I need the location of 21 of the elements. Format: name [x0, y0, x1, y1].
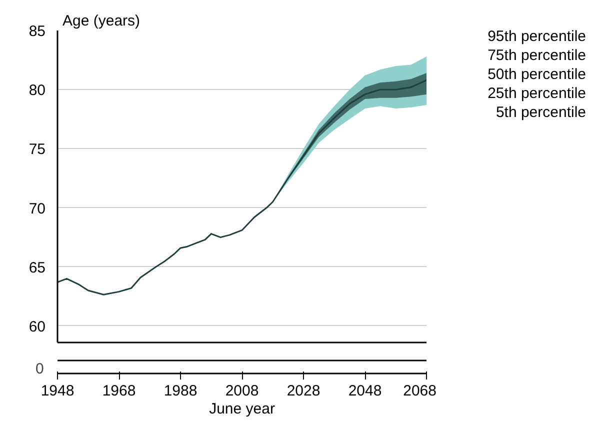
y-tick-label: 60 — [28, 318, 46, 336]
x-tick-label: 2028 — [286, 382, 320, 400]
y-tick-label: 80 — [28, 82, 46, 100]
y-axis-title: Age (years) — [62, 12, 140, 30]
text: 50th percentile — [488, 66, 586, 83]
y-tick-label: 65 — [28, 259, 46, 276]
text: 75th percentile — [488, 47, 586, 64]
x-tick-label: 1988 — [164, 382, 198, 400]
y-tick-label: 75 — [28, 141, 46, 158]
y-tick-label: 85 — [28, 23, 46, 40]
x-tick-label: 2068 — [403, 382, 437, 400]
x-tick-label: 2008 — [225, 382, 259, 400]
text: 95th percentile — [488, 28, 586, 45]
text: 25th percentile — [488, 85, 586, 102]
y-tick-label: 70 — [28, 200, 46, 218]
x-tick-label: 2048 — [348, 382, 382, 400]
x-tick-label: 1968 — [102, 382, 136, 400]
x-tick-label: 1948 — [40, 382, 74, 400]
text: 0 — [36, 360, 44, 378]
x-axis-title: June year — [209, 400, 275, 418]
text: 5th percentile — [496, 104, 586, 121]
